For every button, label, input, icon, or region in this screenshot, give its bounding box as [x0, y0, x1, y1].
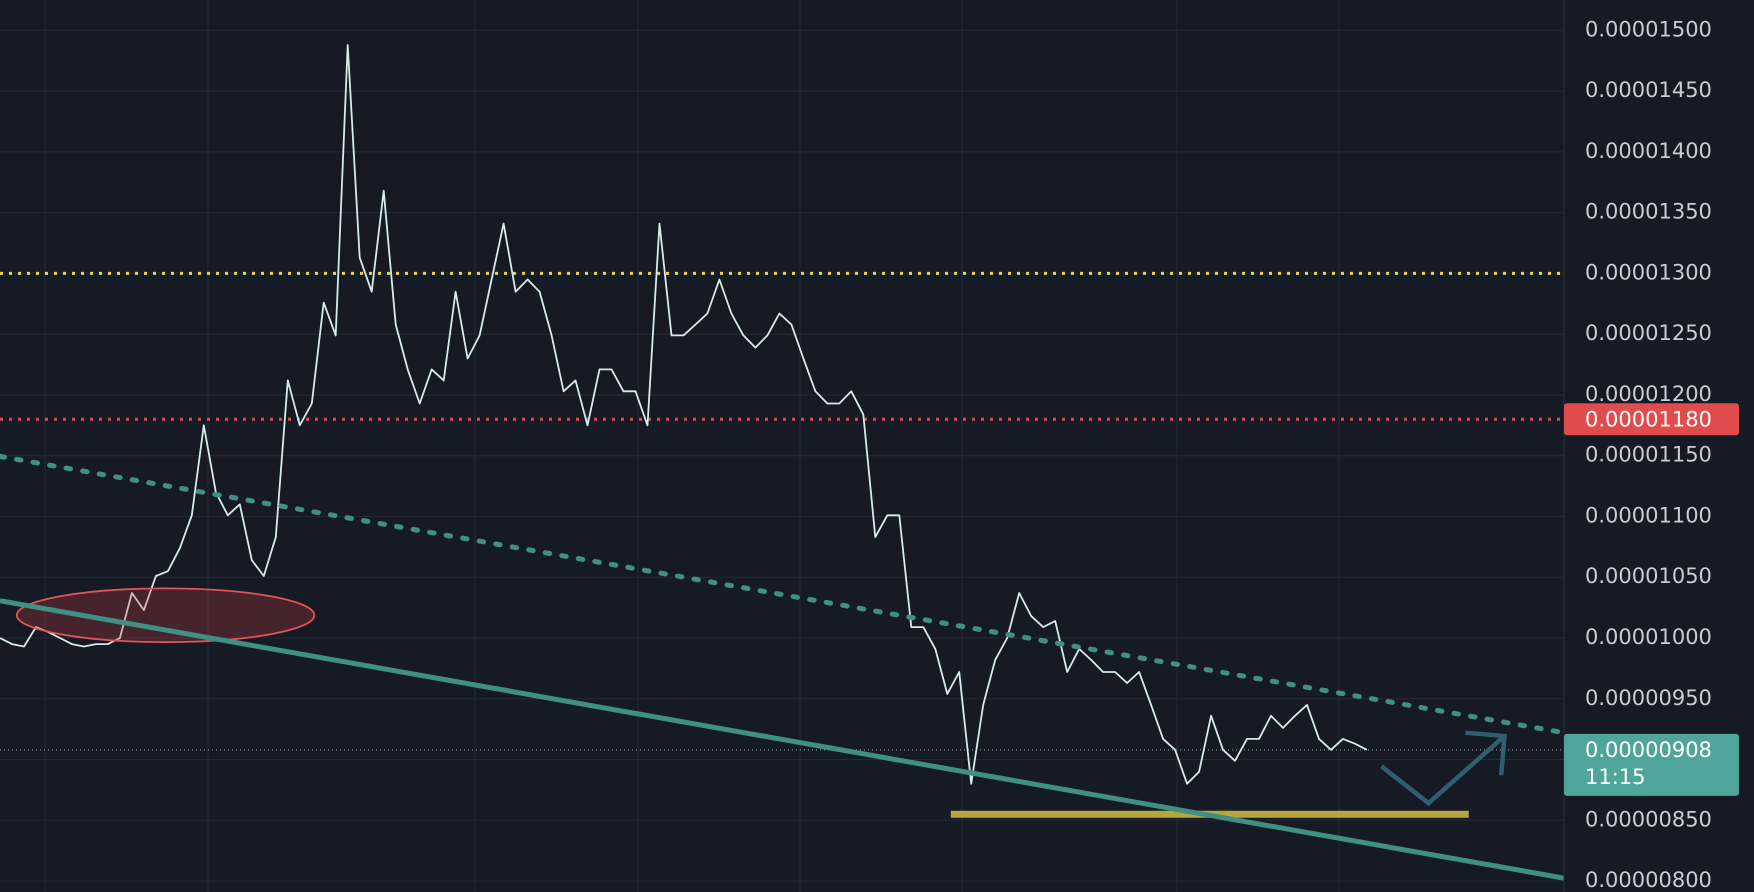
- last-price-tag: [1564, 733, 1739, 796]
- dotted-trendline: [0, 453, 1567, 736]
- price-grid: [0, 29, 1564, 882]
- y-tick-label: 0.00001450: [1585, 78, 1712, 102]
- y-tick-label: 0.00001400: [1585, 139, 1712, 163]
- highlight-ellipse: [15, 587, 316, 643]
- trendline: [0, 598, 1565, 881]
- arrow-head: [1465, 730, 1507, 776]
- level-tag-label: 0.00001180: [1585, 407, 1712, 431]
- countdown-label: 11:15: [1585, 765, 1646, 789]
- price-series: [0, 44, 1368, 785]
- y-tick-label: 0.00001300: [1585, 260, 1712, 284]
- y-tick-label: 0.00000800: [1585, 868, 1712, 892]
- y-tick-label: 0.00001150: [1585, 443, 1712, 467]
- y-tick-label: 0.00001000: [1585, 625, 1712, 649]
- projection-arrow: [1380, 734, 1506, 807]
- y-tick-label: 0.00001100: [1585, 503, 1712, 527]
- price-line: [0, 44, 1368, 785]
- y-tick-label: 0.00000950: [1585, 686, 1712, 710]
- y-tick-label: 0.00000850: [1585, 807, 1712, 831]
- drawings: [0, 453, 1567, 881]
- y-tick-label: 0.00001200: [1585, 382, 1712, 406]
- y-tick-label: 0.00001500: [1585, 17, 1712, 41]
- y-tick-label: 0.00001250: [1585, 321, 1712, 345]
- y-tick-label: 0.00001350: [1585, 200, 1712, 224]
- last-price-label: 0.00000908: [1585, 738, 1712, 762]
- price-tags: 0.00001180 0.00000908 11:15: [1564, 403, 1739, 796]
- level-tag: [1564, 403, 1739, 436]
- y-tick-label: 0.00001050: [1585, 564, 1712, 588]
- price-axis: 0.00001500 0.00001450 0.00001400 0.00001350…: [1585, 17, 1712, 892]
